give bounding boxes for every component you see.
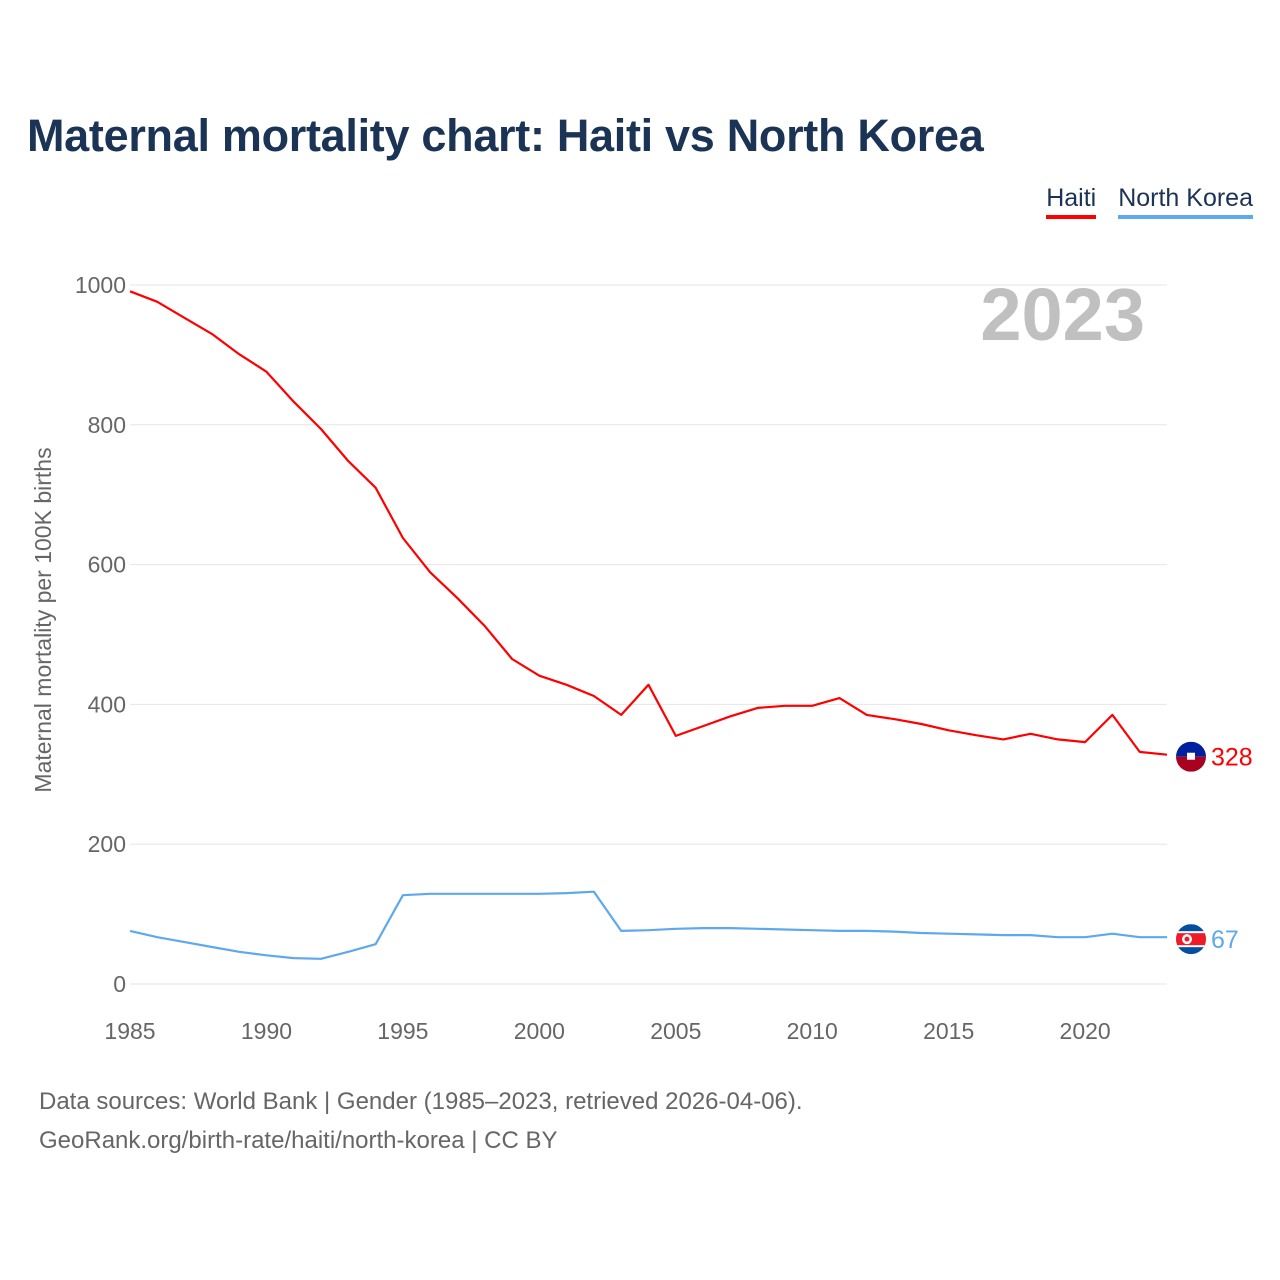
series-line-north-korea: [129, 890, 1167, 960]
y-axis-label: Maternal mortality per 100K births: [30, 447, 56, 792]
y-tick-label: 400: [88, 691, 126, 717]
series-line-haiti: [129, 290, 1168, 756]
chart-title: Maternal mortality chart: Haiti vs North…: [27, 110, 984, 161]
x-tick-label: 2005: [650, 1018, 701, 1044]
y-tick-label: 1000: [75, 272, 126, 298]
y-tick-label: 200: [88, 831, 126, 857]
flag-body: [1176, 924, 1206, 955]
north-korea-flag-icon: [1176, 924, 1206, 955]
x-tick-label: 1990: [241, 1018, 292, 1044]
flag-star: [1184, 936, 1190, 942]
footer-link[interactable]: GeoRank.org/birth-rate/haiti/north-korea…: [39, 1127, 558, 1154]
footer-sources: Data sources: World Bank | Gender (1985–…: [39, 1088, 803, 1115]
x-tick-label: 1985: [104, 1018, 155, 1044]
end-value-label: 67: [1211, 926, 1239, 954]
x-tick-label: 2020: [1060, 1018, 1111, 1044]
x-tick-label: 1995: [377, 1018, 428, 1044]
legend-haiti[interactable]: Haiti: [1046, 184, 1097, 219]
haiti-flag-icon: [1176, 741, 1206, 772]
x-tick-label: 2015: [923, 1018, 974, 1044]
y-tick-label: 800: [88, 412, 126, 438]
y-tick-label: 0: [113, 971, 126, 997]
x-tick-label: 2000: [514, 1018, 565, 1044]
flag-stripe-blue: [1176, 741, 1206, 757]
flag-body: [1176, 741, 1206, 772]
x-tick-label: 2010: [787, 1018, 838, 1044]
legend-north-korea[interactable]: North Korea: [1118, 184, 1253, 219]
flag-emblem: [1187, 752, 1195, 760]
y-tick-label: 600: [88, 552, 126, 578]
legend: Haiti North Korea: [1046, 184, 1253, 219]
year-label: 2023: [980, 273, 1145, 356]
end-value-label: 328: [1211, 744, 1253, 772]
flag-stripe-red: [1176, 756, 1206, 772]
